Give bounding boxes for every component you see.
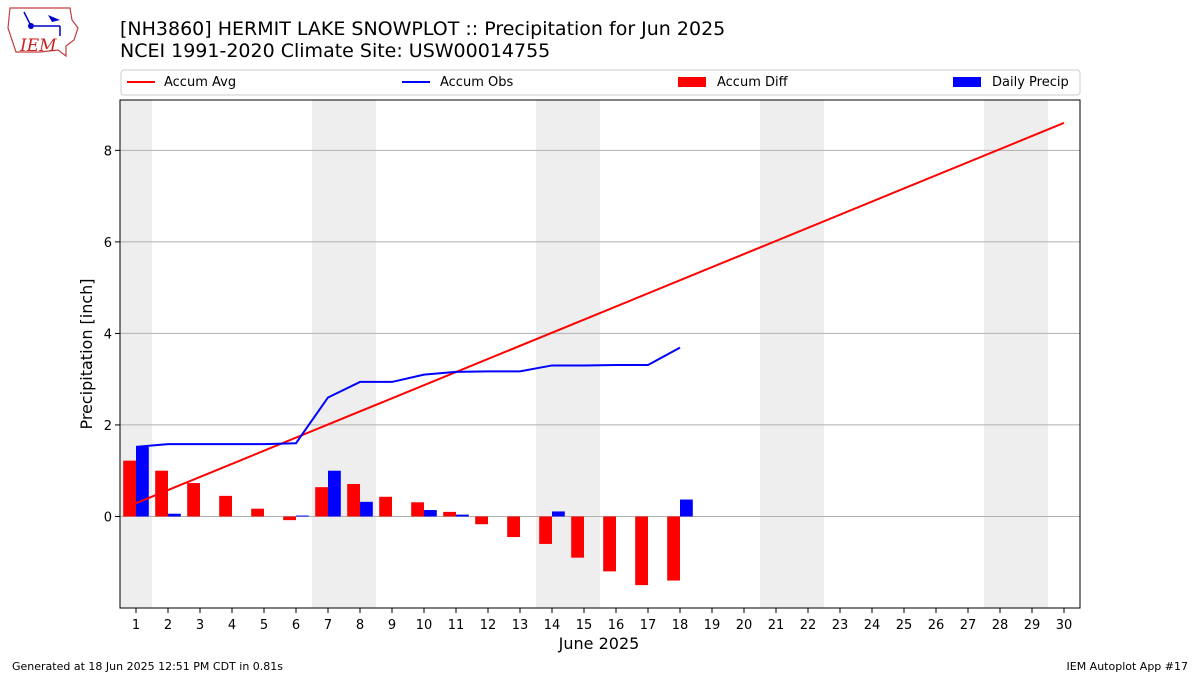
bar-daily-precip-day-8 [360,501,373,517]
y-axis-ticks: 0 2 4 6 8 [104,144,120,525]
bar-daily-precip-day-10 [424,510,437,517]
x-tick-label: 20 [736,618,753,633]
bar-accum-diff-day-10 [411,502,424,517]
plot-frame [119,99,1081,609]
x-tick-label: 6 [292,618,300,633]
x-tick-label: 4 [228,618,236,633]
bar-daily-precip-day-18 [680,499,693,517]
y-tick-label: 4 [104,327,112,342]
x-axis-ticks: 1 2 3 4 5 6 7 8 9 10 11 12 13 14 15 16 17 18 19 20 21 22 23 24 2… [132,608,1072,633]
y-tick-label: 6 [104,236,112,251]
bar-accum-diff-day-12 [475,516,488,525]
weekend-shade-day-21 [760,100,792,608]
x-tick-label: 21 [768,618,785,633]
x-tick-label: 1 [132,618,140,633]
weekend-shade-day-29 [1016,100,1048,608]
bar-accum-diff-day-4 [219,495,232,517]
x-tick-label: 14 [544,618,561,633]
bar-daily-precip-day-1 [136,446,149,517]
y-tick-label: 8 [104,144,112,159]
x-tick-label: 16 [608,618,625,633]
line-accum-obs [135,346,681,448]
chart-title: [NH3860] HERMIT LAKE SNOWPLOT :: Precipi… [120,18,725,40]
legend-swatch-daily-precip [953,77,981,87]
footer-app: IEM Autoplot App #17 [1067,660,1189,673]
y-axis-label: Precipitation [inch] [77,278,96,429]
x-tick-label: 27 [960,618,977,633]
bar-accum-diff-day-8 [347,483,360,517]
x-tick-label: 8 [356,618,364,633]
bar-accum-diff-day-3 [187,483,200,517]
bar-accum-diff-day-17 [635,516,648,586]
weekend-shade-day-22 [792,100,824,608]
bar-accum-diff-day-6 [283,516,296,521]
weekend-shade-day-7 [312,100,344,608]
bar-accum-diff-day-5 [251,508,264,517]
weekend-shade-day-1 [120,100,152,608]
logo-text: IEM [19,36,57,56]
weekend-shade-day-8 [344,100,376,608]
bar-daily-precip-day-2 [168,513,181,517]
legend-label-daily-precip: Daily Precip [992,75,1069,90]
legend-swatch-accum-diff [678,77,706,87]
weekend-shading [120,100,1048,608]
bar-daily-precip-day-6 [296,515,309,517]
y-tick-label: 0 [104,510,112,525]
bar-accum-diff-day-7 [315,487,328,517]
gridlines [120,149,1080,517]
x-tick-label: 13 [512,618,529,633]
chart-subtitle: NCEI 1991-2020 Climate Site: USW00014755 [120,40,550,62]
legend-label-accum-avg: Accum Avg [164,75,236,90]
x-tick-label: 2 [164,618,172,633]
bar-daily-precip-day-7 [328,470,341,517]
x-tick-label: 17 [640,618,657,633]
bar-accum-diff-day-9 [379,496,392,517]
legend-label-accum-diff: Accum Diff [717,75,789,90]
x-tick-label: 26 [928,618,945,633]
legend: Accum Avg Accum Obs Accum Diff Daily Pre… [120,69,1081,96]
x-tick-label: 9 [388,618,396,633]
weekend-shade-day-28 [984,100,1016,608]
x-tick-label: 22 [800,618,817,633]
x-tick-label: 19 [704,618,721,633]
x-tick-label: 11 [448,618,465,633]
legend-label-accum-obs: Accum Obs [440,75,513,90]
bar-accum-diff-day-11 [443,511,456,517]
x-tick-label: 15 [576,618,593,633]
x-tick-label: 25 [896,618,913,633]
x-tick-label: 18 [672,618,689,633]
bar-accum-diff-day-16 [603,516,616,572]
footer-generated: Generated at 18 Jun 2025 12:51 PM CDT in… [12,660,283,673]
x-tick-label: 24 [864,618,881,633]
x-tick-label: 30 [1056,618,1073,633]
x-axis-label: June 2025 [558,634,640,653]
legend-box [120,69,1081,96]
bar-accum-diff-day-14 [539,516,552,544]
x-tick-label: 3 [196,618,204,633]
bar-daily-precip-day-14 [552,511,565,517]
x-tick-label: 12 [480,618,497,633]
line-accum-avg [135,121,1065,505]
iem-logo: IEM [7,7,79,58]
bar-accum-diff-day-13 [507,516,520,538]
bar-accum-diff-day-18 [667,516,680,581]
x-tick-label: 23 [832,618,849,633]
x-tick-label: 28 [992,618,1009,633]
x-tick-label: 5 [260,618,268,633]
bar-daily-precip-day-11 [456,514,469,517]
x-tick-label: 29 [1024,618,1041,633]
bar-accum-diff-day-1 [123,460,136,517]
x-tick-label: 7 [324,618,332,633]
bar-accum-diff-day-15 [571,516,584,558]
lines [135,121,1065,505]
y-tick-label: 2 [104,419,112,434]
x-tick-label: 10 [416,618,433,633]
